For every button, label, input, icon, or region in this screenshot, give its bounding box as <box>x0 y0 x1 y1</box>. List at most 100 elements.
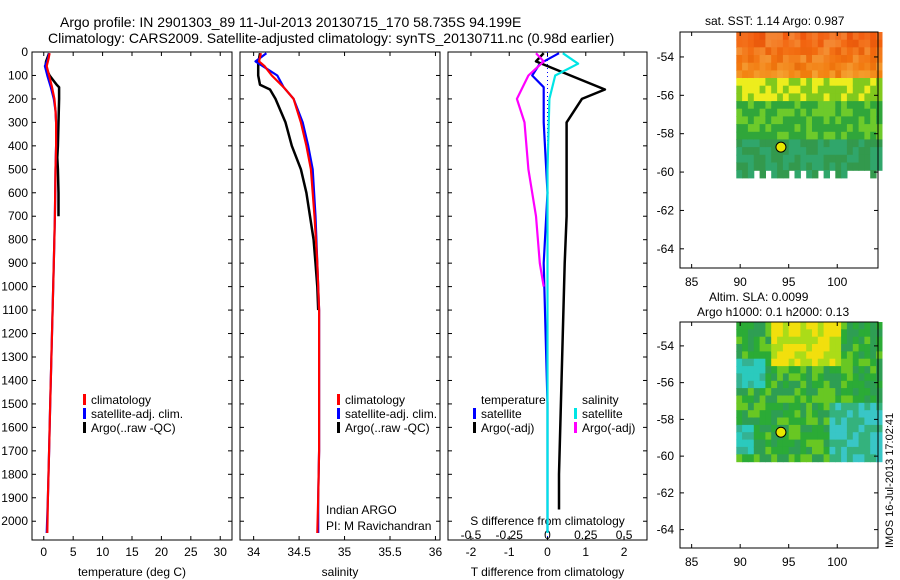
y-tick-label: 1600 <box>1 420 28 434</box>
map-cell <box>747 380 755 389</box>
map-cell <box>794 108 801 117</box>
map-cell <box>812 70 819 79</box>
map-cell <box>829 93 836 102</box>
map-cell <box>800 424 807 433</box>
legend-label: Argo(..raw -QC) <box>345 421 430 435</box>
map-cell <box>870 336 877 345</box>
y-tick-label: 2000 <box>1 514 28 528</box>
map-cell <box>777 410 784 419</box>
map-cell <box>835 55 842 64</box>
map-cell <box>876 424 883 433</box>
map-cell <box>864 366 871 374</box>
map-cell <box>747 131 755 141</box>
map-cell <box>823 446 830 455</box>
map-border <box>679 321 879 549</box>
map-cell <box>835 424 842 433</box>
map-cell <box>782 432 790 441</box>
map-cell <box>742 322 749 330</box>
map-cell <box>864 395 871 404</box>
map-cell <box>852 366 860 374</box>
map-cell <box>806 417 813 426</box>
map-cell <box>841 373 848 382</box>
map-cell <box>829 373 836 382</box>
map-cell <box>858 47 865 56</box>
map-cell <box>788 162 796 171</box>
map-cell <box>759 101 766 110</box>
map-cell <box>747 432 755 441</box>
map-cell <box>858 388 865 396</box>
map-cell <box>870 446 877 455</box>
map-cell <box>870 47 877 56</box>
map-cell <box>829 336 836 345</box>
map-cell <box>864 380 871 389</box>
map-cell <box>753 439 761 448</box>
map-cell <box>870 366 877 374</box>
map-cell <box>806 32 813 41</box>
x-tick-label: 5 <box>70 545 77 559</box>
map-cell <box>846 116 854 125</box>
legend-label: climatology <box>91 393 151 407</box>
map-cell <box>800 439 807 448</box>
map-cell <box>777 344 784 352</box>
map-cell <box>759 322 766 330</box>
map-cell <box>771 131 778 141</box>
map-cell <box>829 417 836 426</box>
map-cell <box>841 351 848 360</box>
map-cell <box>788 116 796 125</box>
map-cell <box>736 85 743 94</box>
map-cell <box>736 329 743 338</box>
map-cell <box>835 154 842 164</box>
map-cell <box>765 380 772 389</box>
map-cell <box>794 85 801 94</box>
map-cell <box>782 446 790 455</box>
map-cell <box>858 329 865 338</box>
map-cell <box>765 116 772 125</box>
map-cell <box>876 78 883 87</box>
map-cell <box>823 154 830 164</box>
map-cell <box>823 432 830 441</box>
map-cell <box>876 139 883 148</box>
map-x-tick-label: 100 <box>827 555 847 569</box>
map-cell <box>829 116 836 125</box>
map-cell <box>870 116 877 125</box>
map-cell <box>765 336 772 345</box>
map-cell <box>817 139 825 148</box>
map-cell <box>835 101 842 110</box>
map-cell <box>846 454 854 463</box>
map-cell <box>782 439 790 448</box>
map-cell <box>742 101 749 110</box>
map-cell <box>800 395 807 404</box>
map-cell <box>782 139 790 148</box>
x-tick-label: 2 <box>621 545 628 559</box>
x-tick-label: -1 <box>504 545 515 559</box>
map-cell <box>858 417 865 426</box>
map-cell <box>846 131 854 141</box>
map-cell <box>806 124 813 133</box>
map-cell <box>823 454 830 463</box>
map-cell <box>759 380 766 389</box>
map-cell <box>747 424 755 433</box>
map-cell <box>852 93 860 102</box>
map-cell <box>753 366 761 374</box>
map-cell <box>852 124 860 133</box>
map-cell <box>835 373 842 382</box>
map-cell <box>747 344 755 352</box>
map-cell <box>747 70 755 79</box>
map-cell <box>806 358 813 367</box>
map-cell <box>823 373 830 382</box>
map-cell <box>870 388 877 396</box>
map-cell <box>812 329 819 338</box>
map-cell <box>876 116 883 125</box>
map-cell <box>852 336 860 345</box>
map-cell <box>817 410 825 419</box>
map-cell <box>806 47 813 56</box>
map-cell <box>788 446 796 455</box>
y-tick-label: 1800 <box>1 467 28 481</box>
map-y-tick-label: -64 <box>657 523 675 537</box>
annotation-line-2: PI: M Ravichandran <box>326 519 431 533</box>
x-tick-label: 20 <box>155 545 169 559</box>
map-cell <box>864 62 871 71</box>
map-cell <box>846 101 854 110</box>
map-cell <box>765 322 772 330</box>
map-cell <box>788 55 796 64</box>
